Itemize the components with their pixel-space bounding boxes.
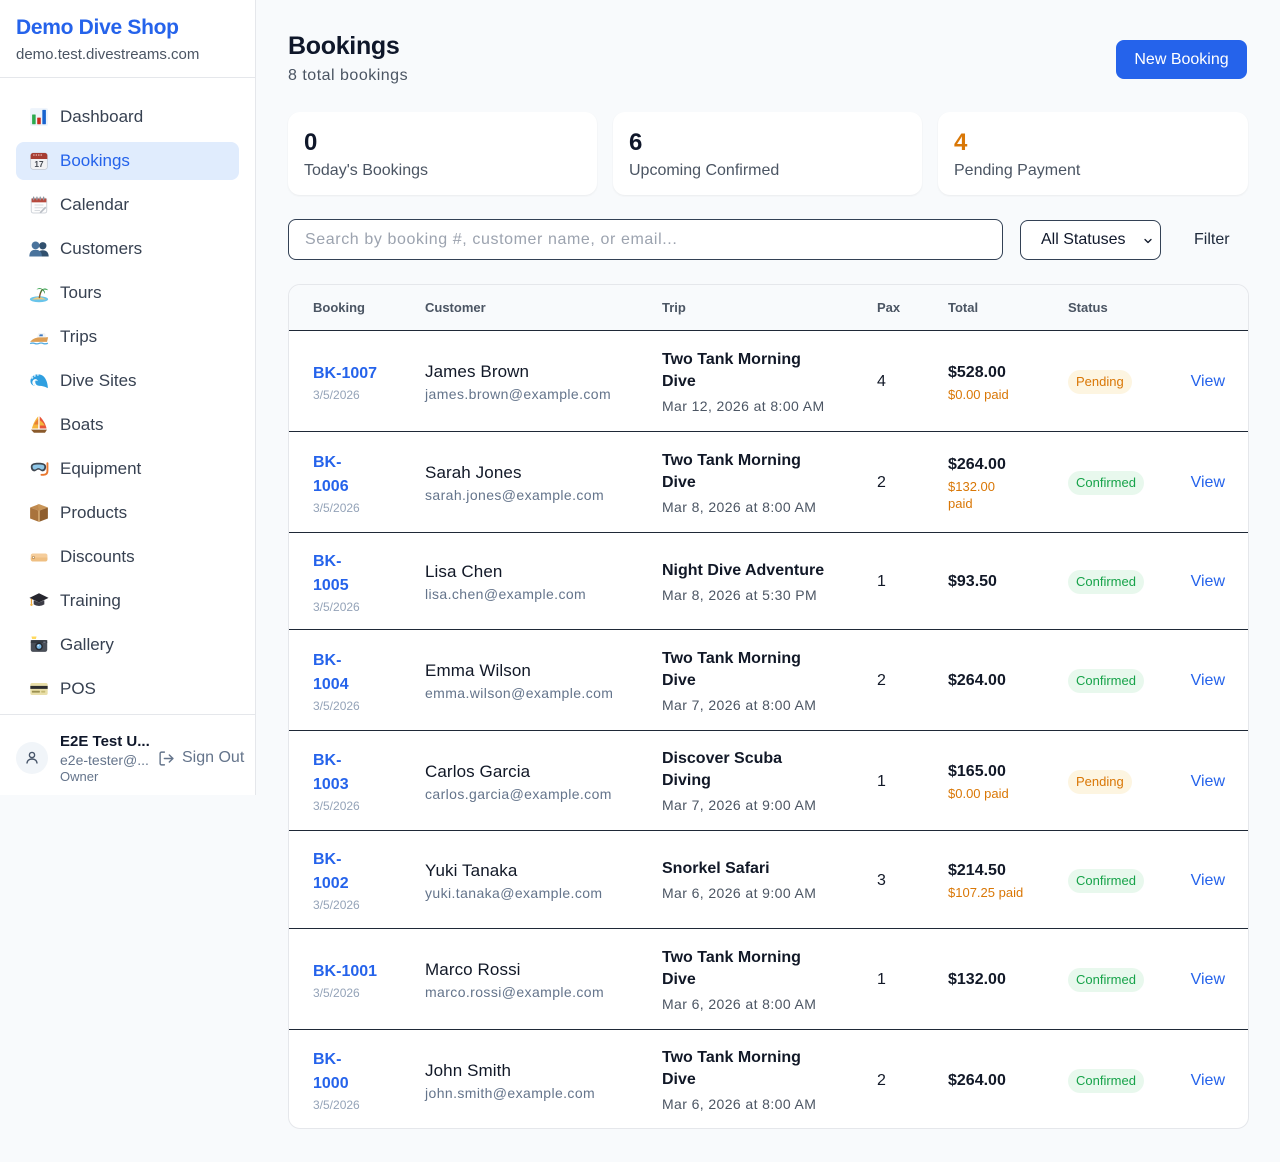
svg-text:17: 17 (34, 160, 44, 169)
